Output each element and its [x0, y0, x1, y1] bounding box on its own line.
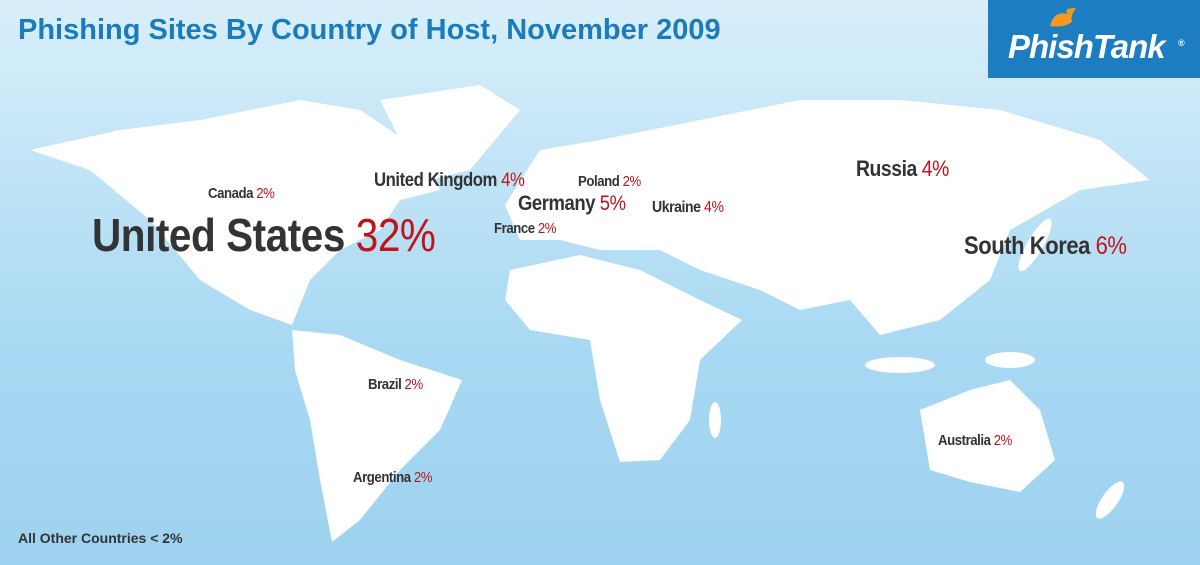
country-label: South Korea 6%: [964, 232, 1127, 261]
new-zealand: [1095, 481, 1125, 519]
uk: [540, 164, 556, 196]
country-share: 2%: [256, 185, 275, 202]
country-name: Germany: [518, 192, 596, 215]
country-name: Brazil: [368, 376, 402, 393]
australia: [920, 380, 1055, 492]
country-share: 2%: [404, 376, 424, 393]
eurasia: [505, 100, 1150, 335]
country-label: Russia 4%: [856, 156, 949, 182]
logo-flame: [1050, 8, 1076, 27]
country-name: France: [494, 220, 535, 237]
country-name: United States: [92, 209, 345, 261]
country-label: United Kingdom 4%: [374, 170, 525, 192]
country-share: 4%: [704, 199, 724, 216]
country-share: 2%: [993, 432, 1013, 449]
country-label: Ukraine 4%: [652, 199, 724, 217]
logo-name: PhishTank: [1008, 28, 1166, 65]
country-name: United Kingdom: [374, 170, 497, 191]
country-label: Argentina 2%: [353, 469, 433, 486]
logo: PhishTank ®: [988, 0, 1200, 78]
north-america: [30, 100, 440, 325]
country-name: Poland: [578, 173, 620, 190]
country-name: South Korea: [964, 232, 1090, 260]
country-label: France 2%: [494, 220, 557, 237]
country-share: 2%: [622, 173, 642, 190]
country-label: Brazil 2%: [368, 376, 423, 393]
country-name: Argentina: [353, 469, 411, 486]
madagascar: [709, 402, 721, 438]
country-label: Germany 5%: [518, 192, 626, 216]
country-share: 5%: [599, 192, 626, 215]
country-name: Ukraine: [652, 199, 701, 216]
africa: [505, 255, 742, 462]
country-label: Australia 2%: [938, 432, 1012, 449]
country-name: Australia: [938, 432, 991, 449]
country-share: 4%: [501, 170, 525, 191]
japan: [1018, 218, 1052, 272]
title: Phishing Sites By Country of Host, Novem…: [18, 14, 721, 46]
country-name: Russia: [856, 156, 917, 181]
country-share: 2%: [413, 469, 433, 486]
new-guinea: [985, 352, 1035, 368]
greenland: [380, 85, 520, 180]
country-name: Canada: [208, 185, 254, 202]
indonesia: [865, 357, 935, 373]
country-label: Canada 2%: [208, 185, 275, 202]
country-label: United States 32%: [92, 208, 436, 262]
country-share: 6%: [1095, 232, 1127, 260]
logo-mark: ®: [1178, 38, 1185, 48]
country-share: 2%: [537, 220, 557, 237]
country-share: 32%: [355, 209, 436, 261]
south-america: [292, 330, 462, 542]
country-label: Poland 2%: [578, 173, 641, 190]
country-share: 4%: [921, 156, 950, 181]
footnote: All Other Countries < 2%: [18, 530, 183, 546]
